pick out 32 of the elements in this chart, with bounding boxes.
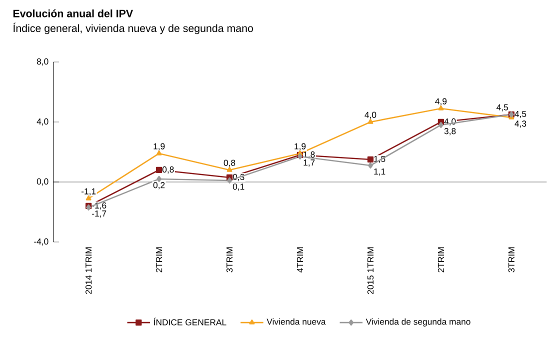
data-label: 4,3	[514, 120, 526, 128]
data-label: 0,1	[232, 184, 244, 191]
chart-subtitle: Índice general, vivienda nueva y de segunda mano	[13, 22, 253, 34]
x-tick-label: 3TRIM	[508, 247, 514, 272]
chart-title: Evolución anual del IPV	[13, 9, 133, 18]
legend-label: ÍNDICE GENERAL	[154, 318, 226, 326]
data-label: -1,1	[81, 188, 96, 196]
data-label: 4,9	[435, 98, 447, 106]
data-label: 3,8	[444, 128, 456, 136]
data-label: 4,5	[514, 110, 526, 118]
data-label: 0,2	[153, 182, 165, 190]
x-tick-label: 2014 1TRIM	[86, 247, 92, 294]
data-label: 0,8	[224, 160, 236, 167]
data-label: 1,1	[374, 168, 386, 176]
x-tick-label: 2TRIM	[438, 247, 444, 272]
data-label: 4,5	[496, 104, 508, 112]
y-tick-label: -4,0	[34, 238, 48, 246]
x-tick-label: 4TRIM	[297, 247, 303, 272]
legend-label: Vivienda nueva	[266, 318, 326, 325]
data-label: 0,8	[162, 166, 174, 174]
legend-label: Vivienda de segunda mano	[366, 318, 470, 326]
y-tick-label: 4,0	[36, 118, 48, 126]
data-label: 1,9	[294, 143, 306, 150]
data-label: 1,7	[304, 160, 315, 167]
x-tick-label: 2015 1TRIM	[367, 247, 374, 294]
x-tick-label: 3TRIM	[226, 247, 233, 272]
data-label: -1,7	[92, 210, 106, 218]
data-label: 4,0	[364, 112, 376, 119]
data-label: 1,9	[154, 143, 165, 150]
y-tick-label: 8,0	[36, 58, 48, 66]
x-tick-label: 2TRIM	[156, 247, 162, 272]
y-tick-label: 0,0	[36, 178, 48, 186]
